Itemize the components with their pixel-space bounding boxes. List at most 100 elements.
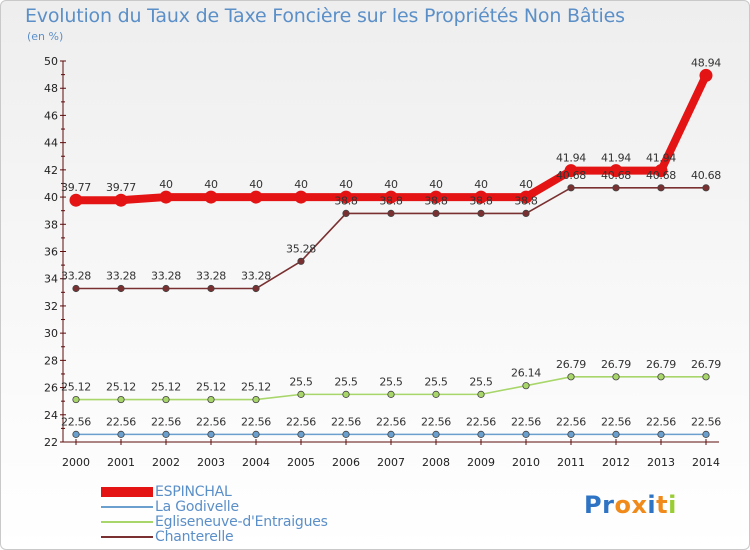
x-tick-label: 2007 [377, 456, 405, 469]
data-point [612, 430, 620, 438]
data-label: 25.5 [469, 375, 493, 388]
series-chanterelle [72, 184, 710, 293]
data-label: 26.79 [646, 358, 676, 371]
data-point [117, 284, 125, 293]
data-label: 22.56 [601, 415, 631, 428]
y-tick-label: 48 [44, 82, 58, 95]
data-point [69, 193, 83, 207]
data-point [207, 284, 215, 293]
data-label: 25.5 [334, 375, 358, 388]
data-point [204, 190, 218, 204]
data-point [477, 390, 485, 398]
legend-item-chanterelle: Chanterelle [101, 529, 361, 545]
data-label: 22.56 [151, 415, 181, 428]
data-point [297, 257, 305, 265]
data-label: 22.56 [466, 415, 496, 428]
data-point [432, 430, 440, 438]
data-point [387, 390, 395, 398]
data-labels-espinchal: 39.77 39.77 40 40 40 40 40 40 40 40 40 41.94 41.94 41… [61, 56, 722, 194]
data-point [567, 430, 575, 438]
data-label: 22.56 [61, 415, 91, 428]
data-point [702, 430, 710, 438]
data-label: 48.94 [691, 56, 721, 69]
data-point [477, 430, 485, 438]
x-tick-label: 2000 [62, 456, 90, 469]
data-point [252, 395, 260, 404]
data-label: 40 [159, 178, 173, 191]
data-point [429, 190, 443, 204]
data-label: 40 [249, 178, 263, 191]
y-tick-label: 42 [44, 164, 58, 177]
data-label: 25.5 [289, 375, 313, 388]
data-point [567, 373, 575, 381]
data-label: 40 [519, 178, 533, 191]
data-point [72, 395, 80, 404]
data-label: 40.68 [601, 169, 631, 182]
data-label: 33.28 [106, 270, 136, 283]
data-label: 35.28 [286, 242, 316, 255]
data-point [522, 430, 530, 438]
data-point [114, 193, 128, 207]
data-label: 26.79 [691, 358, 721, 371]
data-point [117, 430, 125, 438]
legend-item-espinchal: ESPINCHAL [101, 484, 361, 500]
data-label: 22.56 [691, 415, 721, 428]
data-label: 22.56 [376, 415, 406, 428]
legend-item-la-godivelle: La Godivelle [101, 499, 361, 515]
data-point [657, 184, 665, 192]
data-point [207, 430, 215, 438]
legend-swatch-chanterelle [101, 536, 153, 538]
data-point [654, 164, 668, 178]
data-point [252, 284, 260, 293]
x-tick-label: 2010 [512, 456, 540, 469]
data-point [612, 184, 620, 192]
logo-letter: x [631, 491, 648, 519]
data-label: 22.56 [106, 415, 136, 428]
data-labels-egliseneuve-d-entraigues: 25.12 25.12 25.12 25.12 25.12 25.5 25.5 25.5 25.… [61, 358, 722, 394]
data-point [249, 190, 263, 204]
proxiti-logo: Proxiti [584, 491, 677, 519]
data-label: 40 [474, 178, 488, 191]
legend-label-egliseneuve: Egliseneuve-d'Entraigues [155, 514, 328, 530]
logo-letter: i [668, 491, 677, 519]
data-label: 33.28 [151, 270, 181, 283]
data-label: 25.12 [196, 381, 226, 394]
data-label: 38.8 [334, 194, 358, 207]
data-point [657, 373, 665, 381]
data-point [72, 284, 80, 293]
data-point [612, 373, 620, 381]
data-point [342, 209, 350, 217]
x-tick-label: 2002 [152, 456, 180, 469]
data-label: 25.12 [151, 381, 181, 394]
data-label: 40 [339, 178, 353, 191]
data-label: 38.8 [469, 194, 493, 207]
data-point [432, 390, 440, 398]
data-point [294, 190, 308, 204]
y-tick-label: 44 [44, 137, 58, 150]
data-point [609, 164, 623, 178]
series-layer: 22.56 22.56 22.56 22.56 22.56 22.56 22.56 22.56… [61, 56, 722, 438]
logo-letter: P [584, 491, 603, 519]
chart-title: Evolution du Taux de Taxe Foncière sur l… [25, 5, 625, 27]
data-label: 33.28 [196, 270, 226, 283]
data-label: 40.68 [691, 169, 721, 182]
logo-letter: i [647, 491, 657, 519]
data-label: 39.77 [61, 181, 91, 194]
data-point [519, 190, 533, 204]
data-point [702, 184, 710, 192]
x-tick-label: 2003 [197, 456, 225, 469]
data-label: 25.12 [241, 381, 271, 394]
data-label: 38.8 [514, 194, 538, 207]
logo-letter: o [614, 491, 632, 519]
data-label: 22.56 [511, 415, 541, 428]
data-label: 40 [384, 178, 398, 191]
data-label: 22.56 [646, 415, 676, 428]
axes: 22 24 26 28 30 32 34 36 38 40 42 44 46 48 50 2000 2001 20… [44, 55, 720, 469]
y-tick-label: 34 [44, 273, 58, 286]
x-tick-label: 2005 [287, 456, 315, 469]
data-label: 40 [294, 178, 308, 191]
y-axis-unit-label: (en %) [27, 30, 64, 43]
y-tick-label: 24 [44, 409, 58, 422]
logo-letter: t [656, 491, 669, 519]
